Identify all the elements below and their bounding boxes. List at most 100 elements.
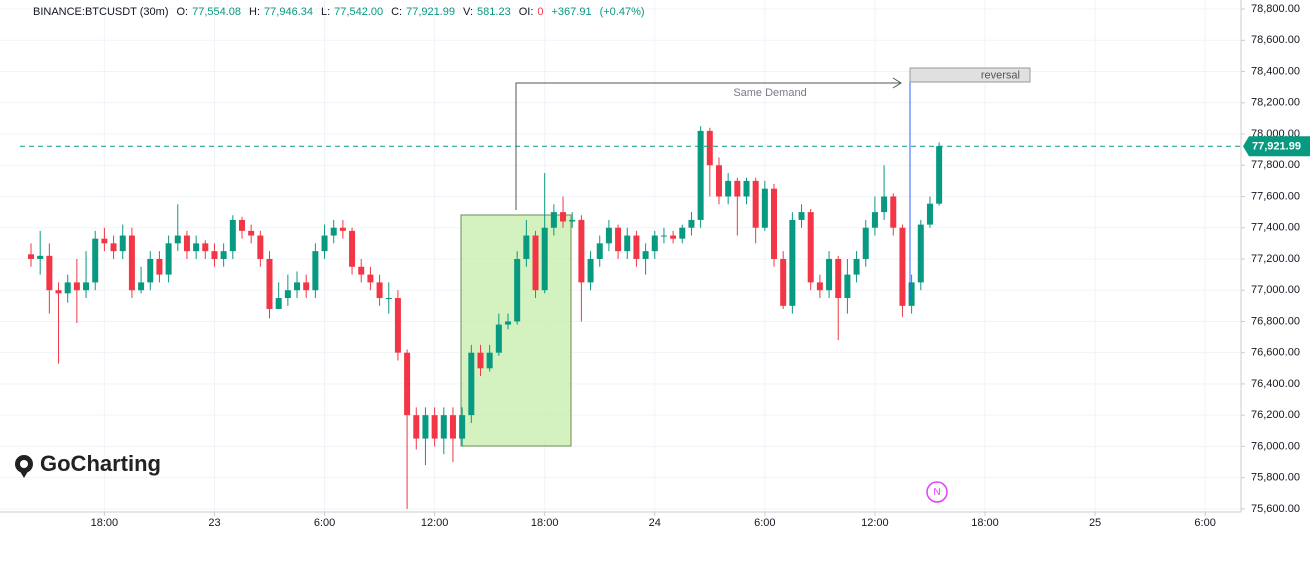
candle-body xyxy=(73,282,80,291)
annotation-text: Same Demand xyxy=(733,87,806,99)
y-tick-label: 77,600.00 xyxy=(1251,190,1300,202)
candle-body xyxy=(321,235,328,252)
candle-body xyxy=(761,188,768,228)
y-tick-label: 75,600.00 xyxy=(1251,503,1300,515)
candle-body xyxy=(229,219,236,252)
candle-body xyxy=(376,282,383,299)
candle-body xyxy=(257,235,264,259)
y-tick-label: 77,200.00 xyxy=(1251,253,1300,265)
candle-body xyxy=(743,180,750,197)
candle-body xyxy=(330,227,337,236)
y-tick-label: 76,000.00 xyxy=(1251,440,1300,452)
candle-body xyxy=(615,227,622,252)
candle-body xyxy=(826,258,833,291)
x-tick-label: 18:00 xyxy=(531,517,559,529)
candle-body xyxy=(560,212,567,222)
candle-body xyxy=(862,227,869,259)
candle-body xyxy=(523,235,530,259)
x-tick-label: 18:00 xyxy=(91,517,119,529)
candle-body xyxy=(578,219,585,283)
y-tick-label: 78,600.00 xyxy=(1251,34,1300,46)
candle-body xyxy=(394,298,401,353)
candle-body xyxy=(624,235,631,252)
candle-body xyxy=(385,298,392,300)
candle-body xyxy=(532,235,539,291)
x-tick-label: 12:00 xyxy=(421,517,449,529)
y-tick-label: 77,800.00 xyxy=(1251,159,1300,171)
candle-body xyxy=(312,251,319,291)
candle-body xyxy=(147,258,154,283)
candle-body xyxy=(284,290,291,299)
x-tick-label: 25 xyxy=(1089,517,1101,529)
candle-body xyxy=(495,324,502,353)
candle-body xyxy=(514,258,521,322)
candle-body xyxy=(871,212,878,228)
candle-body xyxy=(917,224,924,283)
event-marker-text: N xyxy=(933,487,940,498)
candle-body xyxy=(128,235,135,291)
candle-body xyxy=(734,180,741,197)
candle-body xyxy=(266,258,273,309)
candle-body xyxy=(349,230,356,267)
candle-body xyxy=(138,282,145,291)
y-tick-label: 76,800.00 xyxy=(1251,315,1300,327)
last-price-flag xyxy=(1243,136,1310,157)
candle-body xyxy=(55,290,62,294)
legend-label: O: xyxy=(176,6,188,18)
header-title: BINANCE:BTCUSDT (30m) xyxy=(33,6,168,18)
candle-body xyxy=(550,212,557,228)
candle-body xyxy=(440,415,447,439)
watermark: GoCharting xyxy=(40,451,161,476)
legend-label: H: xyxy=(249,6,260,18)
candle-body xyxy=(101,238,108,244)
axes: 75,600.00 75,800.00 76,000.00 76,200.00 76,4… xyxy=(20,3,1310,529)
reversal-box xyxy=(909,67,1031,83)
y-tick-label: 76,200.00 xyxy=(1251,409,1300,421)
candle-body xyxy=(642,251,649,259)
candle-body xyxy=(715,165,722,197)
candle-body xyxy=(660,235,667,237)
candle-body xyxy=(780,258,787,306)
legend-value: +367.91 xyxy=(552,6,592,18)
legend-value: 77,946.34 xyxy=(264,6,313,18)
candle-body xyxy=(358,266,365,275)
legend-label: L: xyxy=(321,6,330,18)
candle-body xyxy=(339,227,346,231)
candle-body xyxy=(110,243,117,252)
candle-body xyxy=(908,282,915,306)
demand-zone xyxy=(460,214,572,447)
candle-body xyxy=(404,352,411,416)
candle-body xyxy=(303,282,310,291)
candle-body xyxy=(165,243,172,275)
candle-body xyxy=(926,203,933,225)
candle-body xyxy=(881,196,888,213)
arrow-head xyxy=(892,77,902,89)
x-tick-label: 6:00 xyxy=(1194,517,1215,529)
candle-body xyxy=(725,180,732,197)
x-tick-label: 23 xyxy=(208,517,220,529)
legend-value: 581.23 xyxy=(477,6,511,18)
watermark-logo xyxy=(15,455,33,478)
candle-body xyxy=(807,212,814,283)
candle-body xyxy=(64,282,71,294)
legend-value: 77,542.00 xyxy=(334,6,383,18)
candle-body xyxy=(156,258,163,275)
candle-body xyxy=(275,298,282,309)
candle-body xyxy=(679,227,686,239)
y-tick-label: 77,000.00 xyxy=(1251,284,1300,296)
legend-value: 77,554.08 xyxy=(192,6,241,18)
candle-body xyxy=(853,258,860,275)
y-tick-label: 76,400.00 xyxy=(1251,378,1300,390)
candle-body xyxy=(422,415,429,439)
y-tick-label: 77,400.00 xyxy=(1251,222,1300,234)
candle-body xyxy=(211,251,218,259)
candle-body xyxy=(899,227,906,306)
x-tick-label: 6:00 xyxy=(754,517,775,529)
candle-body xyxy=(248,230,255,236)
candle-body xyxy=(174,235,181,244)
header: BINANCE:BTCUSDT (30m) O: 77,554.08 H: 77,946… xyxy=(33,6,645,18)
candle-body xyxy=(816,282,823,291)
candle-body xyxy=(220,251,227,259)
candle-body xyxy=(83,282,90,291)
